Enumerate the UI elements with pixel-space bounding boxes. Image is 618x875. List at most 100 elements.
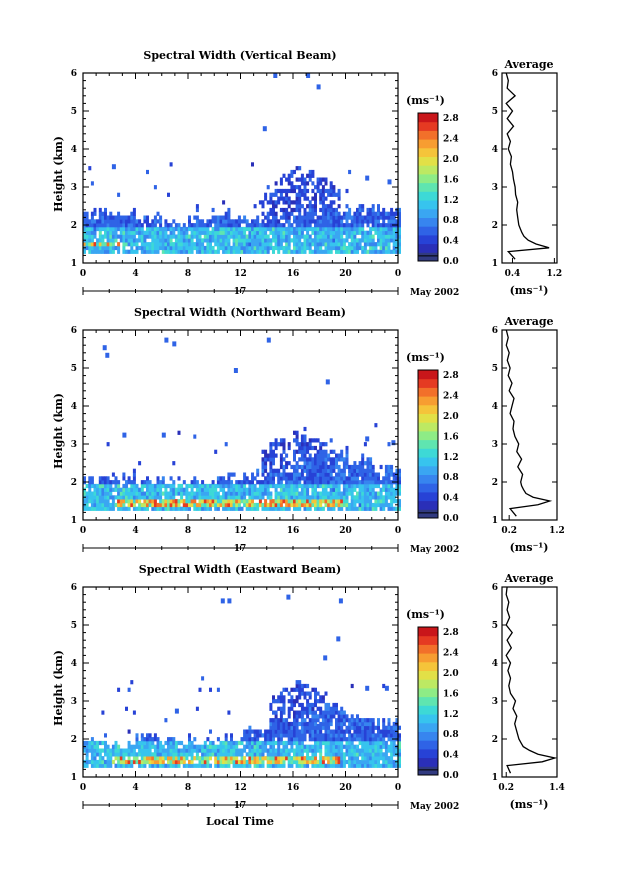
heatmap-cell: [111, 223, 115, 228]
heatmap-cell: [363, 759, 367, 765]
heatmap-cell: [398, 756, 401, 761]
heatmap-cell: [314, 729, 317, 734]
heatmap-cell: [314, 744, 317, 749]
heatmap-cell: [392, 744, 396, 749]
heatmap-cell: [293, 756, 296, 761]
heatmap-cell: [117, 744, 121, 749]
heatmap-cell: [363, 733, 367, 738]
heatmap-cell: [348, 725, 352, 730]
heatmap-cell: [314, 223, 317, 228]
heatmap-cell: [293, 721, 296, 727]
heatmap-cell: [350, 480, 354, 485]
heatmap-cell: [83, 219, 86, 224]
heatmap-cell: [227, 748, 231, 753]
heatmap-cell: [319, 695, 323, 700]
heatmap-cell: [311, 472, 315, 477]
heatmap-cell: [348, 211, 352, 216]
heatmap-cell: [167, 499, 170, 504]
heatmap-cell: [109, 245, 113, 251]
heatmap-cell: [188, 483, 191, 489]
heatmap-cell: [293, 430, 296, 435]
heatmap-cell: [384, 740, 388, 746]
heatmap-cell: [290, 759, 294, 765]
heatmap-cell: [169, 242, 173, 247]
heatmap-cell: [277, 718, 281, 723]
heatmap-cell: [361, 733, 365, 738]
heatmap-cell: [390, 506, 394, 511]
profile-line: [505, 329, 553, 517]
heatmap-cell: [248, 242, 252, 247]
heatmap-cell: [358, 472, 362, 477]
heatmap-cell: [398, 468, 401, 473]
heatmap-cell: [222, 491, 226, 496]
x-tick-label: 20: [339, 783, 352, 793]
heatmap-cell: [114, 495, 118, 500]
profile-y-tick-label: 2: [492, 735, 498, 745]
heatmap-cell: [295, 238, 299, 243]
heatmap-cell: [374, 502, 378, 508]
heatmap-cell: [300, 181, 304, 186]
heatmap-cell: [174, 744, 178, 749]
heatmap-cell: [109, 480, 113, 485]
heatmap-cell: [272, 453, 275, 458]
heatmap-cell: [287, 215, 291, 220]
heatmap-cell: [182, 480, 186, 485]
heatmap-cell: [174, 759, 178, 765]
heatmap-cell: [85, 756, 89, 761]
heatmap-cell: [248, 725, 252, 730]
heatmap-cell: [332, 737, 336, 742]
heatmap-cell: [214, 449, 218, 454]
heatmap-cell: [345, 234, 349, 239]
heatmap-cell: [353, 763, 357, 768]
heatmap-cell: [125, 480, 128, 485]
heatmap-cell: [127, 763, 131, 768]
heatmap-cell: [369, 740, 373, 746]
heatmap-cell: [293, 710, 296, 715]
heatmap-cell: [98, 487, 102, 492]
heatmap-cell: [353, 223, 357, 228]
heatmap-cell: [203, 249, 207, 254]
heatmap-cell: [279, 238, 283, 243]
heatmap-cell: [377, 476, 380, 481]
heatmap-cell: [251, 245, 254, 251]
heatmap-cell: [298, 495, 302, 500]
heatmap-cell: [125, 499, 128, 504]
heatmap-cell: [356, 718, 359, 723]
heatmap-cell: [143, 215, 147, 220]
heatmap-cell: [248, 729, 252, 734]
heatmap-cell: [358, 468, 362, 473]
heatmap-cell: [377, 223, 380, 228]
heatmap-cell: [358, 729, 362, 734]
heatmap-cell: [224, 502, 228, 508]
heatmap-cell: [361, 752, 365, 757]
heatmap-cell: [253, 238, 257, 243]
heatmap-cell: [353, 242, 357, 247]
colorbar-tick-label: 0.0: [443, 771, 459, 781]
heatmap-cell: [361, 476, 365, 481]
heatmap-cell: [214, 483, 218, 489]
heatmap-cell: [290, 207, 294, 213]
heatmap-cell: [177, 238, 181, 243]
heatmap-cell: [253, 737, 257, 742]
heatmap-cell: [159, 759, 163, 765]
echo-cell: [316, 84, 321, 90]
heatmap-cell: [245, 729, 249, 734]
heatmap-cell: [185, 748, 189, 753]
heatmap-cell: [206, 483, 210, 489]
heatmap-cell: [203, 763, 207, 768]
heatmap-cell: [298, 464, 302, 470]
heatmap-cell: [298, 702, 302, 708]
heatmap-cell: [369, 461, 373, 466]
heatmap-cell: [130, 499, 134, 504]
heatmap-cell: [104, 744, 107, 749]
heatmap-cell: [148, 234, 152, 239]
heatmap-cell: [395, 718, 399, 723]
heatmap-cell: [279, 495, 283, 500]
heatmap-cell: [340, 502, 344, 508]
heatmap-cell: [93, 759, 97, 765]
heatmap-cell: [88, 759, 92, 765]
heatmap-cell: [243, 759, 247, 765]
heatmap-cell: [93, 756, 97, 761]
heatmap-cell: [293, 502, 296, 508]
heatmap-cell: [277, 219, 281, 224]
